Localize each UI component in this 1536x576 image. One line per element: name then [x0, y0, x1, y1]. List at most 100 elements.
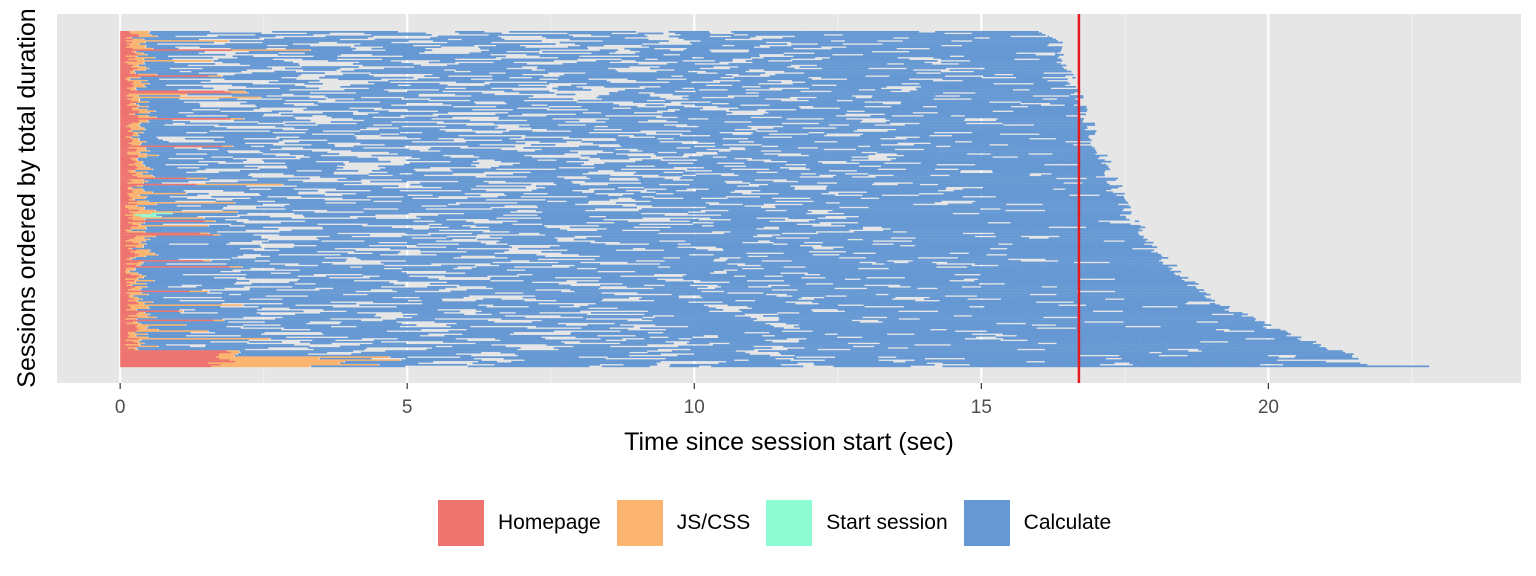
session-segment-1560 — [884, 177, 946, 180]
session-segment-818 — [679, 108, 701, 111]
session-segment-1808 — [137, 200, 148, 203]
session-segment-149 — [734, 44, 760, 47]
session-segment-306 — [596, 60, 622, 62]
session-segment-1090 — [525, 134, 558, 137]
session-segment-220 — [989, 50, 1026, 53]
session-segment-2937 — [541, 319, 628, 322]
session-segment-266 — [989, 55, 1026, 58]
session-segment-2001 — [1134, 220, 1140, 223]
session-segment-3232 — [1100, 348, 1168, 351]
session-segment-2275 — [1107, 250, 1152, 253]
session-segment-1656 — [243, 186, 316, 189]
session-segment-2372 — [298, 263, 333, 265]
session-segment-20 — [306, 32, 330, 35]
session-segment-1063 — [899, 131, 935, 134]
session-segment-1192 — [619, 144, 691, 146]
session-segment-2474 — [141, 273, 183, 276]
session-segment-47 — [120, 35, 140, 38]
session-segment-1046 — [954, 130, 976, 132]
session-segment-1377 — [983, 160, 1043, 163]
session-segment-1503 — [664, 173, 696, 175]
session-segment-2029 — [244, 224, 363, 227]
session-segment-3178 — [805, 344, 844, 346]
session-segment-1190 — [437, 144, 480, 146]
session-segment-3014 — [1142, 327, 1178, 330]
session-segment-2644 — [724, 290, 784, 293]
session-segment-1992 — [434, 220, 467, 223]
session-segment-2330 — [126, 258, 131, 261]
session-segment-143 — [354, 44, 414, 47]
session-segment-1990 — [216, 220, 237, 223]
session-segment-594 — [127, 87, 135, 90]
session-segment-2801 — [1097, 305, 1143, 308]
session-segment-418 — [419, 70, 455, 73]
session-segment-3 — [272, 31, 335, 33]
session-segment-114 — [559, 41, 628, 44]
session-segment-1191 — [530, 144, 556, 146]
session-segment-3251 — [1261, 350, 1326, 352]
session-segment-1711 — [244, 191, 299, 194]
session-segment-2314 — [1115, 255, 1163, 258]
session-segment-1818 — [844, 200, 942, 203]
session-segment-1120 — [279, 137, 357, 140]
session-segment-2465 — [807, 272, 920, 275]
session-segment-564 — [484, 84, 519, 87]
session-segment-1639 — [454, 185, 476, 187]
session-segment-2455 — [1111, 270, 1182, 273]
session-segment-719 — [729, 99, 782, 102]
session-segment-2957 — [1123, 321, 1197, 323]
session-segment-702 — [430, 98, 497, 100]
session-segment-1121 — [420, 137, 439, 140]
session-segment-2602 — [980, 286, 1042, 288]
session-segment-787 — [936, 105, 1012, 108]
session-segment-1471 — [786, 169, 829, 172]
session-segment-2866 — [1166, 312, 1238, 314]
session-segment-546 — [150, 82, 213, 85]
legend-item-start-session: Start session — [766, 500, 948, 546]
session-segment-1029 — [757, 128, 800, 131]
session-segment-1897 — [535, 209, 586, 212]
session-segment-666 — [1040, 93, 1071, 96]
session-segment-110 — [145, 41, 214, 44]
session-segment-2945 — [1224, 319, 1255, 322]
session-segment-34 — [151, 34, 208, 36]
session-segment-2044 — [489, 226, 547, 229]
session-segment-2472 — [120, 273, 132, 276]
session-segment-1196 — [914, 144, 990, 146]
session-segment-2416 — [274, 267, 384, 270]
session-segment-91 — [1023, 38, 1056, 41]
session-segment-2711 — [824, 296, 877, 299]
session-segment-2411 — [1021, 266, 1099, 268]
session-segment-2845 — [972, 310, 1017, 313]
session-segment-366 — [146, 66, 225, 68]
session-segment-2971 — [1119, 322, 1223, 325]
session-segment-452 — [597, 73, 675, 76]
session-segment-2791 — [129, 305, 148, 308]
session-segment-3239 — [385, 350, 486, 352]
session-segment-2578 — [331, 284, 405, 287]
session-segment-2066 — [961, 228, 1000, 230]
session-segment-314 — [998, 60, 1023, 62]
session-segment-2307 — [353, 255, 462, 258]
session-segment-479 — [176, 76, 234, 79]
session-segment-1020 — [146, 128, 180, 131]
session-segment-2068 — [1093, 228, 1140, 230]
session-segment-2630 — [855, 289, 878, 291]
session-segment-577 — [340, 85, 376, 88]
session-segment-319 — [222, 61, 293, 64]
session-segment-252 — [126, 55, 137, 58]
session-segment-2694 — [792, 295, 826, 297]
session-segment-2380 — [1012, 263, 1048, 265]
session-segment-2347 — [406, 260, 511, 262]
session-segment-2495 — [745, 275, 765, 278]
session-segment-2697 — [977, 295, 1045, 297]
session-segment-2363 — [875, 261, 894, 264]
session-segment-770 — [954, 104, 1024, 107]
session-segment-2348 — [529, 260, 636, 262]
session-segment-2190 — [996, 241, 1074, 244]
session-segment-3345 — [825, 360, 894, 363]
session-segment-426 — [896, 70, 941, 73]
session-segment-1098 — [120, 136, 126, 139]
session-segment-2480 — [686, 273, 805, 276]
session-segment-1012 — [773, 127, 803, 129]
